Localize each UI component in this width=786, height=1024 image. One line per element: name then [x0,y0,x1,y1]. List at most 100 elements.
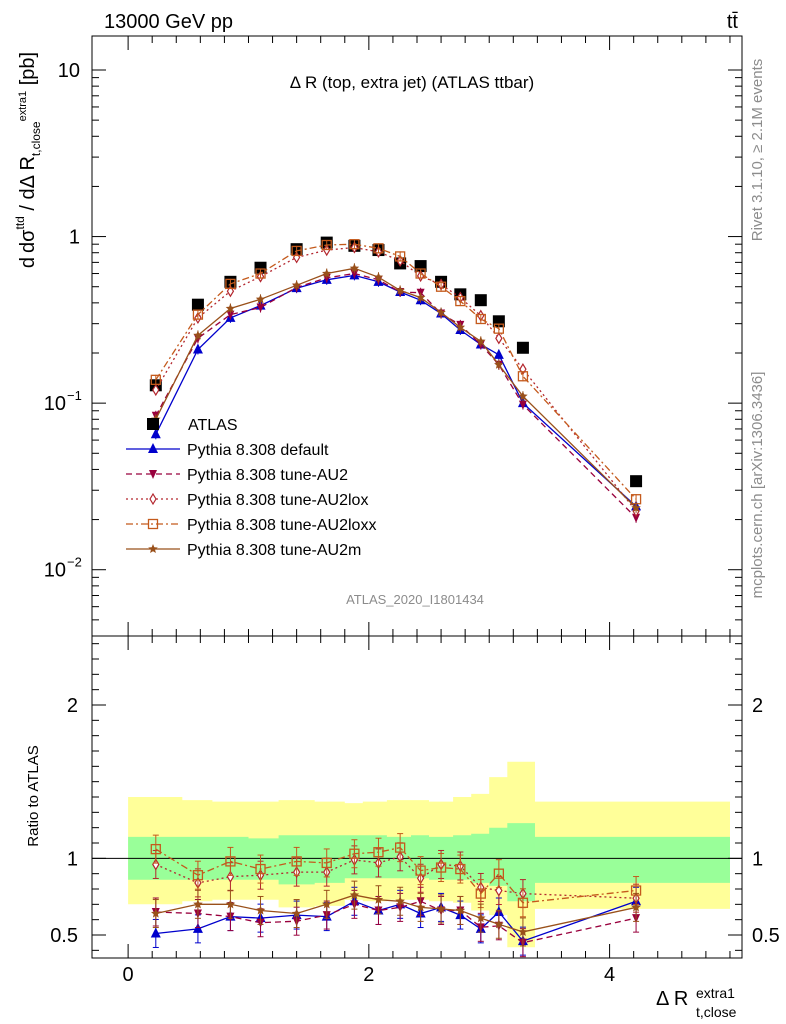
data-point-au2m [193,330,203,340]
data-point-au2loxx [394,251,406,262]
data-point-au2m [415,292,426,302]
data-point-au2m [494,359,504,369]
svg-text:t,close: t,close [696,1004,737,1020]
ratio-line-au2lox [155,856,637,899]
ratio-point-au2loxx [291,856,302,867]
legend-label: Pythia 8.308 default [187,442,329,459]
legend-label: Pythia 8.308 tune-AU2 [187,467,348,484]
ratio-line-au2 [155,900,637,944]
legend-marker [149,470,157,479]
data-point-au2loxx [349,239,360,250]
ratio-point-au2loxx [192,870,204,881]
data-point-data [516,341,529,354]
ratio-point-au2m [151,908,161,918]
data-point-au2loxx [435,281,447,292]
ratio-y-tick-label-left: 2 [67,695,78,717]
ratio-point-au2loxx [255,863,266,875]
ratio-point-au2m [476,913,486,923]
data-point-data [191,298,204,311]
x-axis-label: Δ R extra1 t,close [656,985,737,1020]
data-point-au2m [322,268,332,278]
data-point-au2m [395,285,405,295]
data-point-au2lox [152,383,160,397]
ratio-point-au2m [494,919,504,929]
ratio-point-au2m [225,899,236,909]
series-au2loxx [150,239,642,505]
legend: ATLAS Pythia 8.308 default Pythia 8.308 tu… [126,417,376,559]
ratio-point-au2m [631,902,641,912]
data-point-au2loxx [373,243,384,254]
data-point-au2 [632,513,641,523]
ratio-point-au2m [349,890,360,900]
data-point-au2loxx [192,309,204,320]
ratio-line-default [155,900,637,942]
series-line-au2 [155,272,637,519]
ratio-point-au2m [193,899,203,909]
y-tick-label-exp: −2 [67,555,82,570]
x-tick-label: 2 [363,964,374,986]
ratio-plot-panel: 0.5 0.5 1 1 2 2 0 2 4 [50,635,780,986]
y-tick-label: 10 [44,393,66,415]
data-point-au2 [256,303,265,313]
lower-frame [91,635,743,959]
ratio-point-au2m [255,905,266,915]
series-line-au2m [155,267,637,509]
process-label: tt̄ [727,11,739,33]
x-tick-label: 4 [604,964,615,986]
data-point-au2m [436,307,446,317]
legend-marker [149,492,157,506]
data-point-au2m [631,502,641,512]
upper-y-axis-label: ddσttd / dΔ Rt,closeextra1 [pb] [13,52,43,268]
data-point-au2m [373,272,384,282]
data-point-au2loxx [255,268,266,279]
ratio-point-au2loxx [225,856,236,867]
y-tick-label: 10 [44,560,66,582]
ratio-y-tick-label-left: 1 [67,848,78,870]
legend-item-au2lox: Pythia 8.308 tune-AU2lox [126,492,368,509]
data-point-default [192,343,203,354]
svg-text:Δ R: Δ R [656,988,688,1010]
legend-label: ATLAS [188,417,238,434]
ratio-point-au2m [395,896,405,906]
ratio-line-au2loxx [155,846,637,904]
legend-item-default: Pythia 8.308 default [126,442,329,459]
main-plot-panel: Δ R (top, extra jet) (ATLAS ttbar) ATLAS… [44,35,743,637]
ratio-y-axis-label: Ratio to ATLAS [25,745,42,846]
ratio-series-au2m [151,880,641,947]
uncertainty-band-inner [128,823,731,902]
ratio-line-au2m [155,894,637,933]
data-point-au2loxx [321,239,332,251]
svg-text:extra1: extra1 [696,985,735,1001]
data-point-au2 [226,310,235,320]
ratio-point-au2m [322,899,332,909]
legend-item-data: ATLAS [147,417,238,434]
y-tick-label: 1 [69,227,80,249]
legend-marker [148,544,158,553]
data-point-au2m [291,280,302,290]
y-tick-label: 10 [58,60,80,82]
legend-item-au2loxx: Pythia 8.308 tune-AU2loxx [126,517,376,534]
data-point-au2loxx [475,313,486,325]
mcplots-label: mcplots.cern.ch [arXiv:1306.3436] [749,372,766,599]
x-tick-label: 0 [123,964,134,986]
plot-title: Δ R (top, extra jet) (ATLAS ttbar) [290,73,534,92]
data-point-au2m [255,294,266,304]
data-point-au2m [349,263,360,273]
legend-marker [148,443,158,453]
ratio-point-au2loxx [321,857,332,869]
ratio-point-au2loxx [455,863,466,875]
data-point-au2loxx [493,323,505,334]
data-point-au2m [455,322,466,332]
data-point-data [630,475,643,488]
series-au2 [151,268,641,523]
ratio-point-au2loxx [150,843,161,855]
legend-label: Pythia 8.308 tune-AU2lox [187,492,368,509]
svg-text:ddσttd / dΔ Rt,closeextra1 [pb: ddσttd / dΔ Rt,closeextra1 [pb] [13,52,43,268]
legend-marker [147,518,159,530]
series-line-au2loxx [155,243,637,500]
data-point-au2loxx [517,371,529,382]
ratio-point-au2m [373,894,384,904]
legend-label: Pythia 8.308 tune-AU2loxx [187,517,376,534]
legend-item-au2: Pythia 8.308 tune-AU2 [126,467,348,484]
